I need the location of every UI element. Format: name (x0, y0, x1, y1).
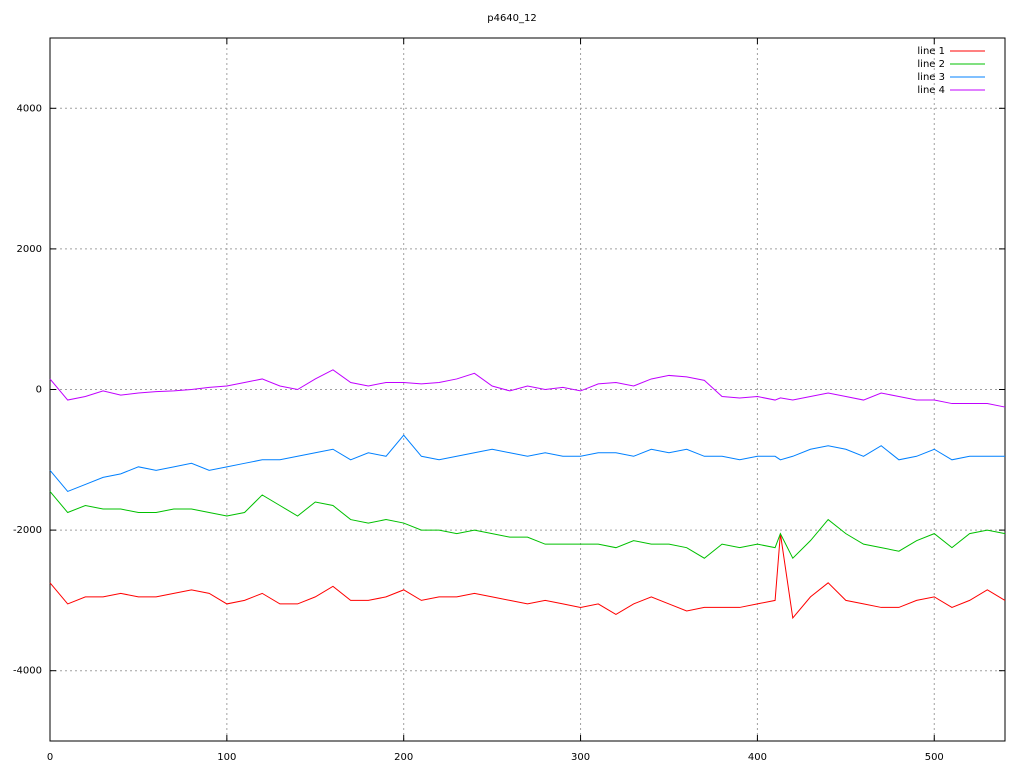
data-line (49, 369, 1006, 408)
x-tick-label: 0 (47, 752, 53, 763)
y-tick-label: 4000 (17, 103, 42, 114)
chart-title: p4640_12 (487, 13, 537, 24)
x-tick-label: 500 (925, 752, 944, 763)
legend-label: line 1 (917, 46, 945, 57)
x-tick-label: 200 (394, 752, 413, 763)
y-tick-label: -4000 (13, 666, 42, 677)
data-line (49, 491, 1006, 560)
legend-label: line 4 (917, 85, 945, 96)
y-tick-label: 0 (36, 385, 42, 396)
data-line (49, 533, 1006, 620)
legend-label: line 3 (917, 72, 945, 83)
x-tick-label: 400 (748, 752, 767, 763)
y-tick-label: 2000 (17, 244, 42, 255)
x-tick-label: 300 (571, 752, 590, 763)
data-line (49, 434, 1005, 493)
legend-label: line 2 (917, 59, 945, 70)
x-tick-label: 100 (217, 752, 236, 763)
plot-border (49, 37, 1006, 742)
y-tick-label: -2000 (13, 525, 42, 536)
